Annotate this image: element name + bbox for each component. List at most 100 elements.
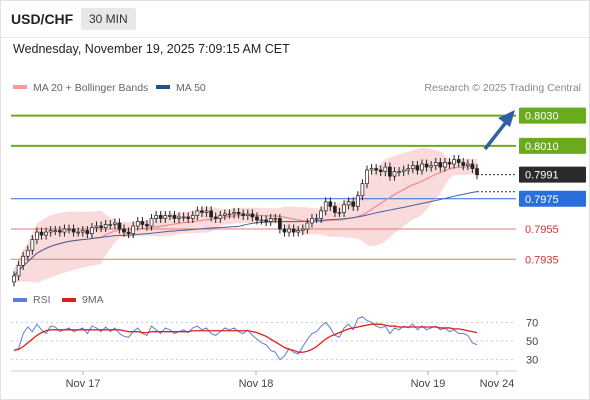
candle-body	[333, 206, 337, 213]
candle-body	[268, 218, 273, 222]
legend-label-rsi: RSI	[33, 294, 51, 306]
candle-body	[346, 201, 351, 206]
candle-body	[39, 231, 44, 236]
candle-body	[113, 222, 117, 225]
candle-body	[204, 210, 209, 213]
timeframe-badge[interactable]: 30 MIN	[81, 8, 136, 30]
candle-body	[406, 168, 411, 171]
candle-body	[378, 169, 383, 172]
candle-body	[447, 162, 452, 165]
candle-body	[456, 159, 461, 163]
candle-body	[122, 228, 126, 233]
price-badge-label: 0.7991	[525, 170, 559, 182]
forecast-arrowhead-icon	[498, 110, 515, 127]
candle-body	[264, 219, 268, 222]
candle-body	[410, 165, 415, 169]
candle-body	[461, 162, 466, 166]
rsi-line	[13, 316, 478, 361]
candle-body	[163, 215, 168, 219]
candle-body	[452, 159, 456, 165]
candle-body	[149, 218, 154, 227]
price-levels	[11, 114, 516, 260]
price-badge-label: 0.7975	[525, 194, 559, 206]
rsi-tick-label: 70	[526, 317, 538, 329]
legend-swatch-ma50	[156, 85, 170, 89]
candle-body	[465, 163, 470, 166]
candle-body	[209, 210, 213, 218]
candle-body	[470, 163, 475, 169]
candle-body	[374, 168, 378, 171]
candle-body	[213, 216, 218, 219]
candle-body	[337, 212, 342, 214]
legend-swatch-rsi	[13, 298, 27, 302]
candle-body	[186, 216, 191, 219]
candle-body	[323, 201, 328, 212]
candle-body	[90, 227, 94, 234]
price-badge-label: 0.8030	[525, 111, 559, 123]
candle-body	[259, 219, 264, 222]
candle-body	[131, 225, 136, 234]
candle-body	[48, 230, 53, 233]
research-credit: Research © 2025 Trading Central	[424, 82, 581, 94]
candle-body	[310, 218, 314, 224]
candle-body	[145, 224, 149, 227]
rsi-tick-label: 30	[526, 355, 538, 367]
candle-body	[190, 215, 195, 219]
candle-body	[94, 225, 99, 228]
candle-body	[71, 228, 76, 233]
moving-averages	[13, 166, 478, 277]
candle-body	[365, 169, 369, 185]
price-badge	[519, 190, 586, 207]
candle-body	[126, 231, 131, 234]
candle-body	[12, 275, 16, 283]
candle-body	[227, 213, 232, 216]
legend-label-ma50: MA 50	[176, 82, 206, 94]
candle-body	[282, 228, 287, 233]
candle-body	[305, 222, 310, 230]
ma50-line	[13, 191, 478, 277]
candle-body	[245, 213, 250, 216]
header-bar: USD/CHF 30 MIN	[1, 1, 589, 38]
rsi-tick-label: 50	[526, 336, 538, 348]
candle-body	[53, 230, 58, 232]
candle-body	[30, 239, 35, 251]
candle-body	[369, 168, 374, 171]
candle-body	[99, 225, 103, 228]
candle-body	[273, 218, 278, 220]
symbol-title: USD/CHF	[11, 11, 74, 27]
price-badge	[519, 137, 586, 154]
candle-body	[62, 228, 67, 233]
forecast-arrow-icon	[483, 119, 509, 151]
candle-body	[319, 210, 323, 219]
candle-body	[21, 255, 26, 266]
price-badge-label: 0.8010	[525, 141, 559, 153]
candle-body	[67, 228, 71, 231]
x-tick-label: Nov 19	[411, 378, 446, 390]
candle-body	[424, 163, 429, 168]
candle-body	[342, 204, 346, 213]
candle-body	[236, 212, 241, 215]
candle-body	[287, 228, 291, 233]
candle-body	[383, 166, 388, 172]
candle-body	[255, 216, 259, 221]
x-tick-label: Nov 24	[480, 378, 515, 390]
candle-body	[181, 216, 186, 219]
candle-body	[388, 166, 392, 177]
legend-label-ma20: MA 20 + Bollinger Bands	[33, 82, 148, 94]
candle-body	[328, 201, 333, 207]
candle-body	[154, 215, 158, 219]
candle-body	[475, 168, 479, 175]
candlesticks	[12, 154, 479, 287]
candle-body	[80, 230, 85, 233]
candle-body	[172, 215, 177, 219]
candle-body	[438, 162, 443, 168]
candle-body	[278, 218, 282, 230]
candle-body	[300, 228, 305, 231]
candle-body	[360, 183, 365, 197]
candle-body	[44, 231, 48, 236]
x-axis: Nov 17 Nov 18 Nov 19 Nov 24	[66, 371, 515, 390]
candle-body	[351, 201, 356, 207]
price-badge	[519, 166, 586, 183]
candle-body	[296, 230, 301, 233]
